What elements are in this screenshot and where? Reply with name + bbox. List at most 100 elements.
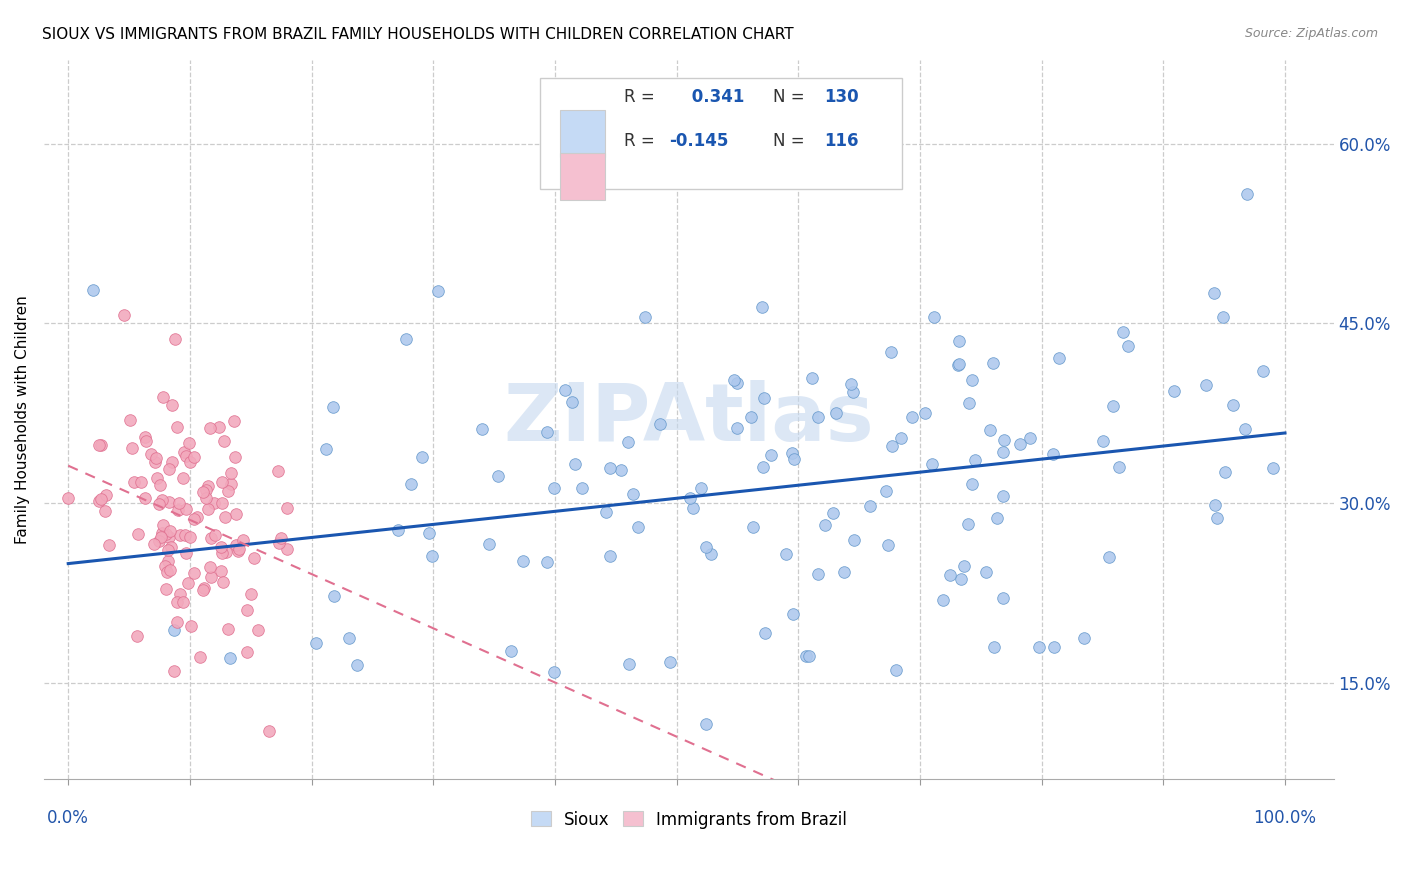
Point — [225, 507, 247, 521]
Text: N =: N = — [773, 88, 810, 106]
Text: 100.0%: 100.0% — [1254, 809, 1316, 827]
Text: R =: R = — [624, 131, 661, 150]
Text: R =: R = — [624, 88, 661, 106]
Point — [832, 566, 855, 580]
Point — [754, 391, 776, 405]
Point — [979, 423, 1001, 437]
Point — [780, 445, 803, 459]
Point — [882, 439, 904, 453]
Point — [163, 332, 186, 346]
Point — [193, 485, 215, 500]
Point — [682, 500, 704, 515]
Point — [1213, 465, 1236, 479]
Point — [823, 506, 845, 520]
Point — [176, 576, 198, 591]
Point — [807, 567, 830, 582]
Point — [963, 452, 986, 467]
Point — [149, 477, 172, 491]
Point — [148, 497, 170, 511]
Point — [150, 493, 173, 508]
Point — [166, 420, 188, 434]
Point — [571, 481, 593, 495]
Point — [243, 551, 266, 566]
Point — [200, 531, 222, 545]
Point — [94, 488, 117, 502]
Point — [877, 538, 900, 552]
Point — [725, 421, 748, 435]
Point — [1028, 640, 1050, 655]
Point — [991, 489, 1014, 503]
Point — [991, 591, 1014, 606]
Point — [471, 422, 494, 436]
FancyBboxPatch shape — [560, 110, 605, 157]
Point — [751, 300, 773, 314]
Point — [960, 477, 983, 491]
FancyBboxPatch shape — [560, 153, 605, 200]
Point — [112, 309, 135, 323]
Legend: Sioux, Immigrants from Brazil: Sioux, Immigrants from Brazil — [524, 804, 853, 835]
Point — [267, 464, 290, 478]
Point — [232, 533, 254, 547]
Point — [1251, 364, 1274, 378]
Point — [169, 527, 191, 541]
Point — [198, 421, 221, 435]
Point — [939, 568, 962, 582]
Point — [783, 451, 806, 466]
Point — [89, 494, 111, 508]
Point — [567, 834, 589, 848]
Point — [197, 479, 219, 493]
Point — [211, 496, 233, 510]
Point — [554, 383, 576, 397]
Point — [211, 475, 233, 490]
Point — [125, 629, 148, 643]
Point — [387, 523, 409, 537]
Point — [875, 483, 897, 498]
Point — [212, 434, 235, 448]
Point — [143, 454, 166, 468]
Point — [1222, 398, 1244, 412]
Point — [543, 665, 565, 679]
Point — [659, 655, 682, 669]
Point — [478, 537, 501, 551]
Point — [163, 623, 186, 637]
Point — [209, 564, 232, 578]
Point — [267, 536, 290, 550]
Point — [225, 538, 247, 552]
Point — [239, 587, 262, 601]
Point — [134, 491, 156, 505]
Point — [202, 496, 225, 510]
Point — [411, 450, 433, 465]
Point — [139, 447, 162, 461]
Point — [595, 505, 617, 519]
Point — [180, 618, 202, 632]
Point — [134, 430, 156, 444]
Point — [87, 438, 110, 452]
Point — [259, 724, 281, 739]
Point — [156, 554, 179, 568]
Point — [145, 451, 167, 466]
Point — [932, 593, 955, 607]
Point — [143, 537, 166, 551]
Point — [174, 546, 197, 560]
Point — [236, 645, 259, 659]
Point — [1098, 550, 1121, 565]
Point — [305, 635, 328, 649]
Point — [346, 657, 368, 672]
Point — [219, 466, 242, 480]
Point — [801, 370, 824, 384]
Point — [159, 524, 181, 538]
Point — [1073, 631, 1095, 645]
Point — [118, 412, 141, 426]
Point — [599, 461, 621, 475]
Point — [224, 414, 246, 428]
Point — [224, 450, 246, 464]
Point — [839, 377, 862, 392]
Point — [695, 540, 717, 554]
Point — [179, 530, 201, 544]
Point — [149, 530, 172, 544]
Point — [536, 425, 558, 439]
Point — [1202, 285, 1225, 300]
Point — [880, 345, 903, 359]
Point — [890, 431, 912, 445]
Point — [157, 495, 180, 509]
